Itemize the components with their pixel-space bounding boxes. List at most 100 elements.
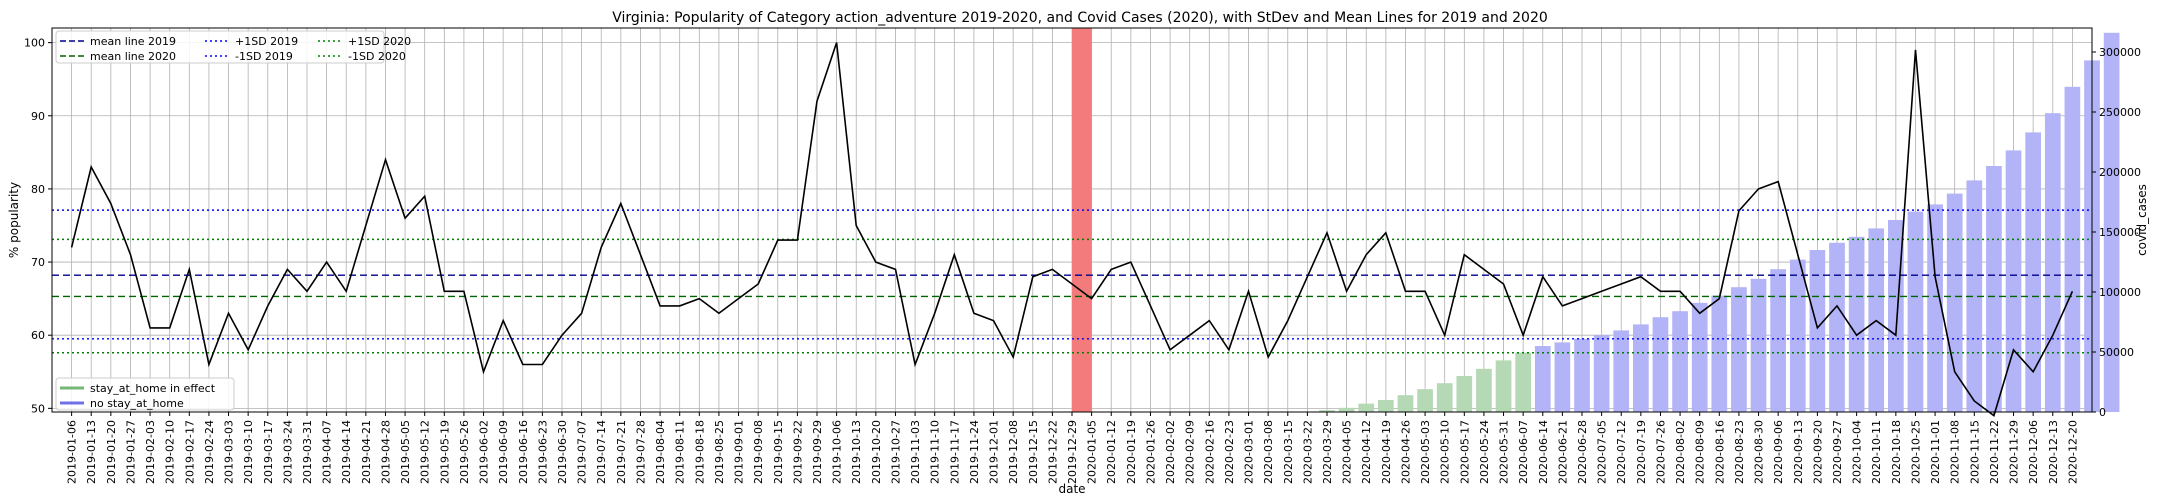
x-tick-label: 2019-12-15 [1027, 420, 1040, 484]
covid-bar [1593, 335, 1610, 412]
x-tick-label: 2019-05-19 [438, 420, 451, 484]
x-tick-label: 2019-09-01 [733, 420, 746, 484]
legend-reference-lines: mean line 2019 mean line 2020 +1SD 2019 -1S… [55, 30, 411, 64]
covid-bar [1946, 193, 1963, 412]
legend-box [55, 377, 235, 411]
covid-bar [2025, 132, 2041, 412]
covid-bar [1829, 242, 1845, 412]
x-tick-label: 2019-02-10 [164, 420, 177, 484]
y-tick-label: 90 [31, 110, 45, 123]
y2-tick-label: 100000 [2099, 286, 2141, 299]
covid-bar [2103, 32, 2120, 413]
x-tick-label: 2019-05-12 [419, 420, 432, 484]
x-tick-label: 2020-07-05 [1596, 420, 1609, 484]
x-tick-label: 2020-10-04 [1851, 420, 1864, 484]
x-tick-label: 2019-09-08 [752, 420, 765, 484]
x-tick-label: 2019-01-06 [66, 420, 79, 484]
x-tick-label: 2019-04-21 [360, 420, 373, 484]
covid-bar [1397, 395, 1414, 412]
covid-bar [1358, 403, 1375, 412]
x-tick-label: 2020-01-12 [1105, 420, 1118, 484]
x-tick-label: 2020-12-13 [2047, 420, 2060, 484]
legend-stay-at-home: stay_at_home in effect no stay_at_home [55, 377, 235, 411]
x-tick-label: 2020-12-06 [2027, 420, 2040, 484]
covid-bar [1927, 204, 1943, 412]
covid-bar [1554, 342, 1571, 412]
covid-bar [1476, 368, 1492, 412]
x-tick-label: 2020-03-15 [1282, 420, 1295, 484]
x-tick-label: 2020-02-16 [1203, 420, 1216, 484]
x-tick-label: 2019-12-22 [1046, 420, 1059, 484]
covid-bar [1515, 352, 1531, 412]
y2-tick-label: 200000 [2099, 166, 2141, 179]
x-tick-label: 2019-10-27 [889, 420, 902, 484]
x-tick-label: 2020-08-16 [1713, 420, 1726, 484]
x-tick-label: 2020-08-09 [1694, 420, 1707, 484]
x-tick-label: 2020-01-26 [1144, 420, 1157, 484]
y-tick-label: 60 [31, 329, 45, 342]
x-tick-label: 2020-06-14 [1537, 420, 1550, 484]
reference-lines [52, 209, 2092, 354]
y-axis-label: % popularity [7, 182, 21, 258]
x-axis-label: date [1058, 482, 1085, 496]
x-tick-label: 2019-12-08 [1007, 420, 1020, 484]
x-tick-label: 2019-11-03 [909, 420, 922, 484]
x-tick-label: 2019-02-24 [203, 420, 216, 484]
covid-bar [1809, 250, 1826, 412]
x-tick-label: 2020-04-05 [1341, 420, 1354, 484]
legend-label: -1SD 2019 [235, 50, 293, 63]
x-tick-label: 2019-04-14 [340, 420, 353, 484]
legend-label: mean line 2020 [90, 50, 176, 63]
x-tick-label: 2020-11-22 [1988, 420, 2001, 484]
x-tick-label: 2019-08-25 [713, 420, 726, 484]
x-tick-label: 2020-04-12 [1360, 420, 1373, 484]
x-tick-label: 2020-09-20 [1811, 420, 1824, 484]
y-tick-label: 80 [31, 183, 45, 196]
y-tick-label: 70 [31, 256, 45, 269]
x-tick-label: 2019-03-10 [242, 420, 255, 484]
x-tick-label: 2020-03-22 [1301, 420, 1314, 484]
x-tick-label: 2019-04-28 [379, 420, 392, 484]
x-tick-label: 2019-07-28 [634, 420, 647, 484]
x-tick-label: 2020-11-29 [2008, 420, 2021, 484]
legend-label: no stay_at_home [90, 397, 184, 410]
x-tick-label: 2019-01-27 [124, 420, 137, 484]
x-tick-label: 2020-09-27 [1831, 420, 1844, 484]
x-tick-label: 2020-01-19 [1125, 420, 1138, 484]
x-tick-label: 2020-01-05 [1086, 420, 1099, 484]
y2-tick-label: 0 [2099, 406, 2106, 419]
x-tick-label: 2019-06-23 [536, 420, 549, 484]
covid-bar [1711, 295, 1728, 412]
x-tick-label: 2020-05-31 [1498, 420, 1511, 484]
covid-bar [2005, 150, 2022, 412]
x-tick-label: 2020-02-02 [1164, 420, 1177, 484]
covid-bar [1534, 346, 1551, 412]
x-tick-label: 2019-09-22 [791, 420, 804, 484]
highlight-band [1072, 28, 1092, 412]
covid-bar [1652, 317, 1669, 412]
x-tick-label: 2020-09-06 [1772, 420, 1785, 484]
y2-tick-label: 150000 [2099, 226, 2141, 239]
grid [52, 28, 2092, 412]
x-tick-label: 2019-04-07 [321, 420, 334, 484]
x-tick-label: 2020-05-10 [1439, 420, 1452, 484]
x-tick-label: 2020-10-11 [1870, 420, 1883, 484]
x-tick-label: 2019-01-20 [105, 420, 118, 484]
covid-bar [1770, 269, 1786, 412]
legend-box [55, 30, 385, 64]
x-tick-label: 2020-11-08 [1949, 420, 1962, 484]
covid-bar [1417, 389, 1433, 412]
covid-bar [1436, 383, 1453, 412]
x-tick-label: 2019-12-29 [1066, 420, 1079, 484]
x-tick-label: 2019-06-30 [556, 420, 569, 484]
x-tick-label: 2020-05-17 [1458, 420, 1471, 484]
covid-bar [1731, 287, 1747, 412]
x-tick-label: 2020-07-19 [1635, 420, 1648, 484]
x-tick-label: 2020-03-08 [1262, 420, 1275, 484]
popularity-line [70, 42, 2074, 418]
x-tick-label: 2020-05-24 [1478, 420, 1491, 484]
x-tick-label: 2019-11-17 [948, 420, 961, 484]
covid-bar [1672, 311, 1688, 412]
x-tick-label: 2020-03-29 [1321, 420, 1334, 484]
covid-bar [1789, 259, 1806, 412]
